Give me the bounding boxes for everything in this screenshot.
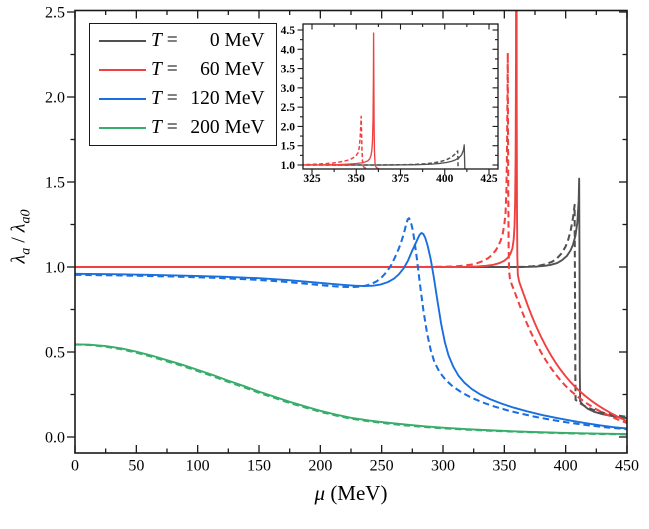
series-T0-solid-inset — [303, 144, 466, 169]
inset-y-tick-label: 1.0 — [281, 160, 296, 172]
legend-line-sample — [99, 69, 146, 72]
inset-y-tick-label: 3.5 — [281, 64, 296, 76]
inset-x-tick-label: 400 — [436, 173, 454, 185]
main-y-tick-label: 2.5 — [45, 5, 65, 22]
main-y-tick-label: 1.5 — [45, 175, 65, 192]
inset-x-tick-label: 325 — [303, 173, 321, 185]
series-T60-dashed-main — [75, 51, 627, 425]
inset-plot-tick-labels: 325 350 375 400 425 1.0 1.5 2.0 2.5 3.0 3.5 4.0 4.5 — [281, 25, 498, 185]
legend: T = 0 MeV T = 60 MeV T = 120 MeV T = 200 Me… — [89, 23, 277, 146]
main-x-tick-label: 350 — [492, 458, 516, 475]
main-plot-frame — [74, 9, 628, 454]
inset-plot-background — [303, 24, 498, 169]
main-x-tick-label: 300 — [431, 458, 455, 475]
series-T200-dashed-main — [75, 343, 627, 436]
series-T0-solid-main — [75, 177, 627, 420]
y-axis-title: λa / λa0 — [8, 152, 35, 322]
inset-x-tick-label: 375 — [392, 173, 410, 185]
main-y-tick-label: 1.0 — [45, 260, 65, 277]
inset-x-tick-label: 350 — [348, 173, 366, 185]
legend-item-label: T = 200 MeV — [151, 116, 265, 138]
legend-line-sample — [99, 97, 146, 100]
legend-item-T60: T = 60 MeV — [99, 59, 270, 81]
legend-line-sample — [99, 126, 146, 129]
inset-x-tick-label: 425 — [480, 173, 498, 185]
legend-item-T0: T = 0 MeV — [99, 30, 270, 52]
inset-y-tick-label: 2.5 — [281, 102, 296, 114]
main-x-tick-label: 150 — [247, 458, 271, 475]
y-axis-lambda0: λ — [7, 223, 30, 233]
main-x-tick-label: 250 — [370, 458, 394, 475]
main-y-tick-label: 2.0 — [45, 90, 65, 107]
y-axis-separator: / — [7, 232, 30, 248]
series-T120-dashed-main — [75, 217, 627, 431]
legend-item-label: T = 60 MeV — [151, 59, 265, 81]
main-x-tick-label: 50 — [128, 458, 144, 475]
legend-item-T200: T = 200 MeV — [99, 117, 270, 139]
main-plot-curves — [75, 10, 627, 436]
main-plot-tick-labels: 0 50 100 150 200 250 300 350 400 450 0.0 0.5 1.0 1.5 2… — [45, 5, 639, 475]
series-T200-solid-inset — [0, 183, 533, 203]
y-axis-lambda: λ — [7, 254, 30, 264]
y-axis-sub-a: a — [18, 247, 34, 255]
series-T60-solid-inset — [303, 32, 381, 169]
legend-item-T120: T = 120 MeV — [99, 88, 270, 110]
x-axis-symbol: μ — [314, 481, 326, 505]
main-x-tick-label: 450 — [615, 458, 639, 475]
series-T60-solid-main — [75, 10, 627, 423]
main-x-tick-label: 400 — [554, 458, 578, 475]
main-y-tick-label: 0.5 — [45, 345, 65, 362]
main-x-tick-label: 200 — [308, 458, 332, 475]
legend-item-label: T = 0 MeV — [151, 30, 265, 52]
legend-item-label: T = 120 MeV — [151, 87, 265, 109]
x-axis-title: μ (MeV) — [75, 481, 627, 506]
inset-y-tick-label: 3.0 — [281, 83, 296, 95]
series-T0-dashed-main — [75, 203, 627, 418]
legend-line-sample — [99, 40, 146, 43]
x-axis-unit: (MeV) — [325, 481, 388, 505]
series-T120-solid-main — [75, 232, 627, 430]
inset-y-tick-label: 4.0 — [281, 44, 296, 56]
inset-plot-frame — [302, 23, 499, 170]
inset-y-tick-label: 1.5 — [281, 141, 296, 153]
inset-y-tick-label: 2.0 — [281, 121, 296, 133]
y-axis-sub-a0: a0 — [18, 209, 34, 224]
series-T60-dashed-inset — [303, 115, 370, 169]
main-y-tick-label: 0.0 — [45, 430, 65, 447]
main-x-tick-label: 100 — [186, 458, 210, 475]
series-T200-dashed-inset — [0, 183, 533, 203]
main-x-tick-label: 0 — [71, 458, 79, 475]
inset-y-tick-label: 4.5 — [281, 25, 296, 37]
